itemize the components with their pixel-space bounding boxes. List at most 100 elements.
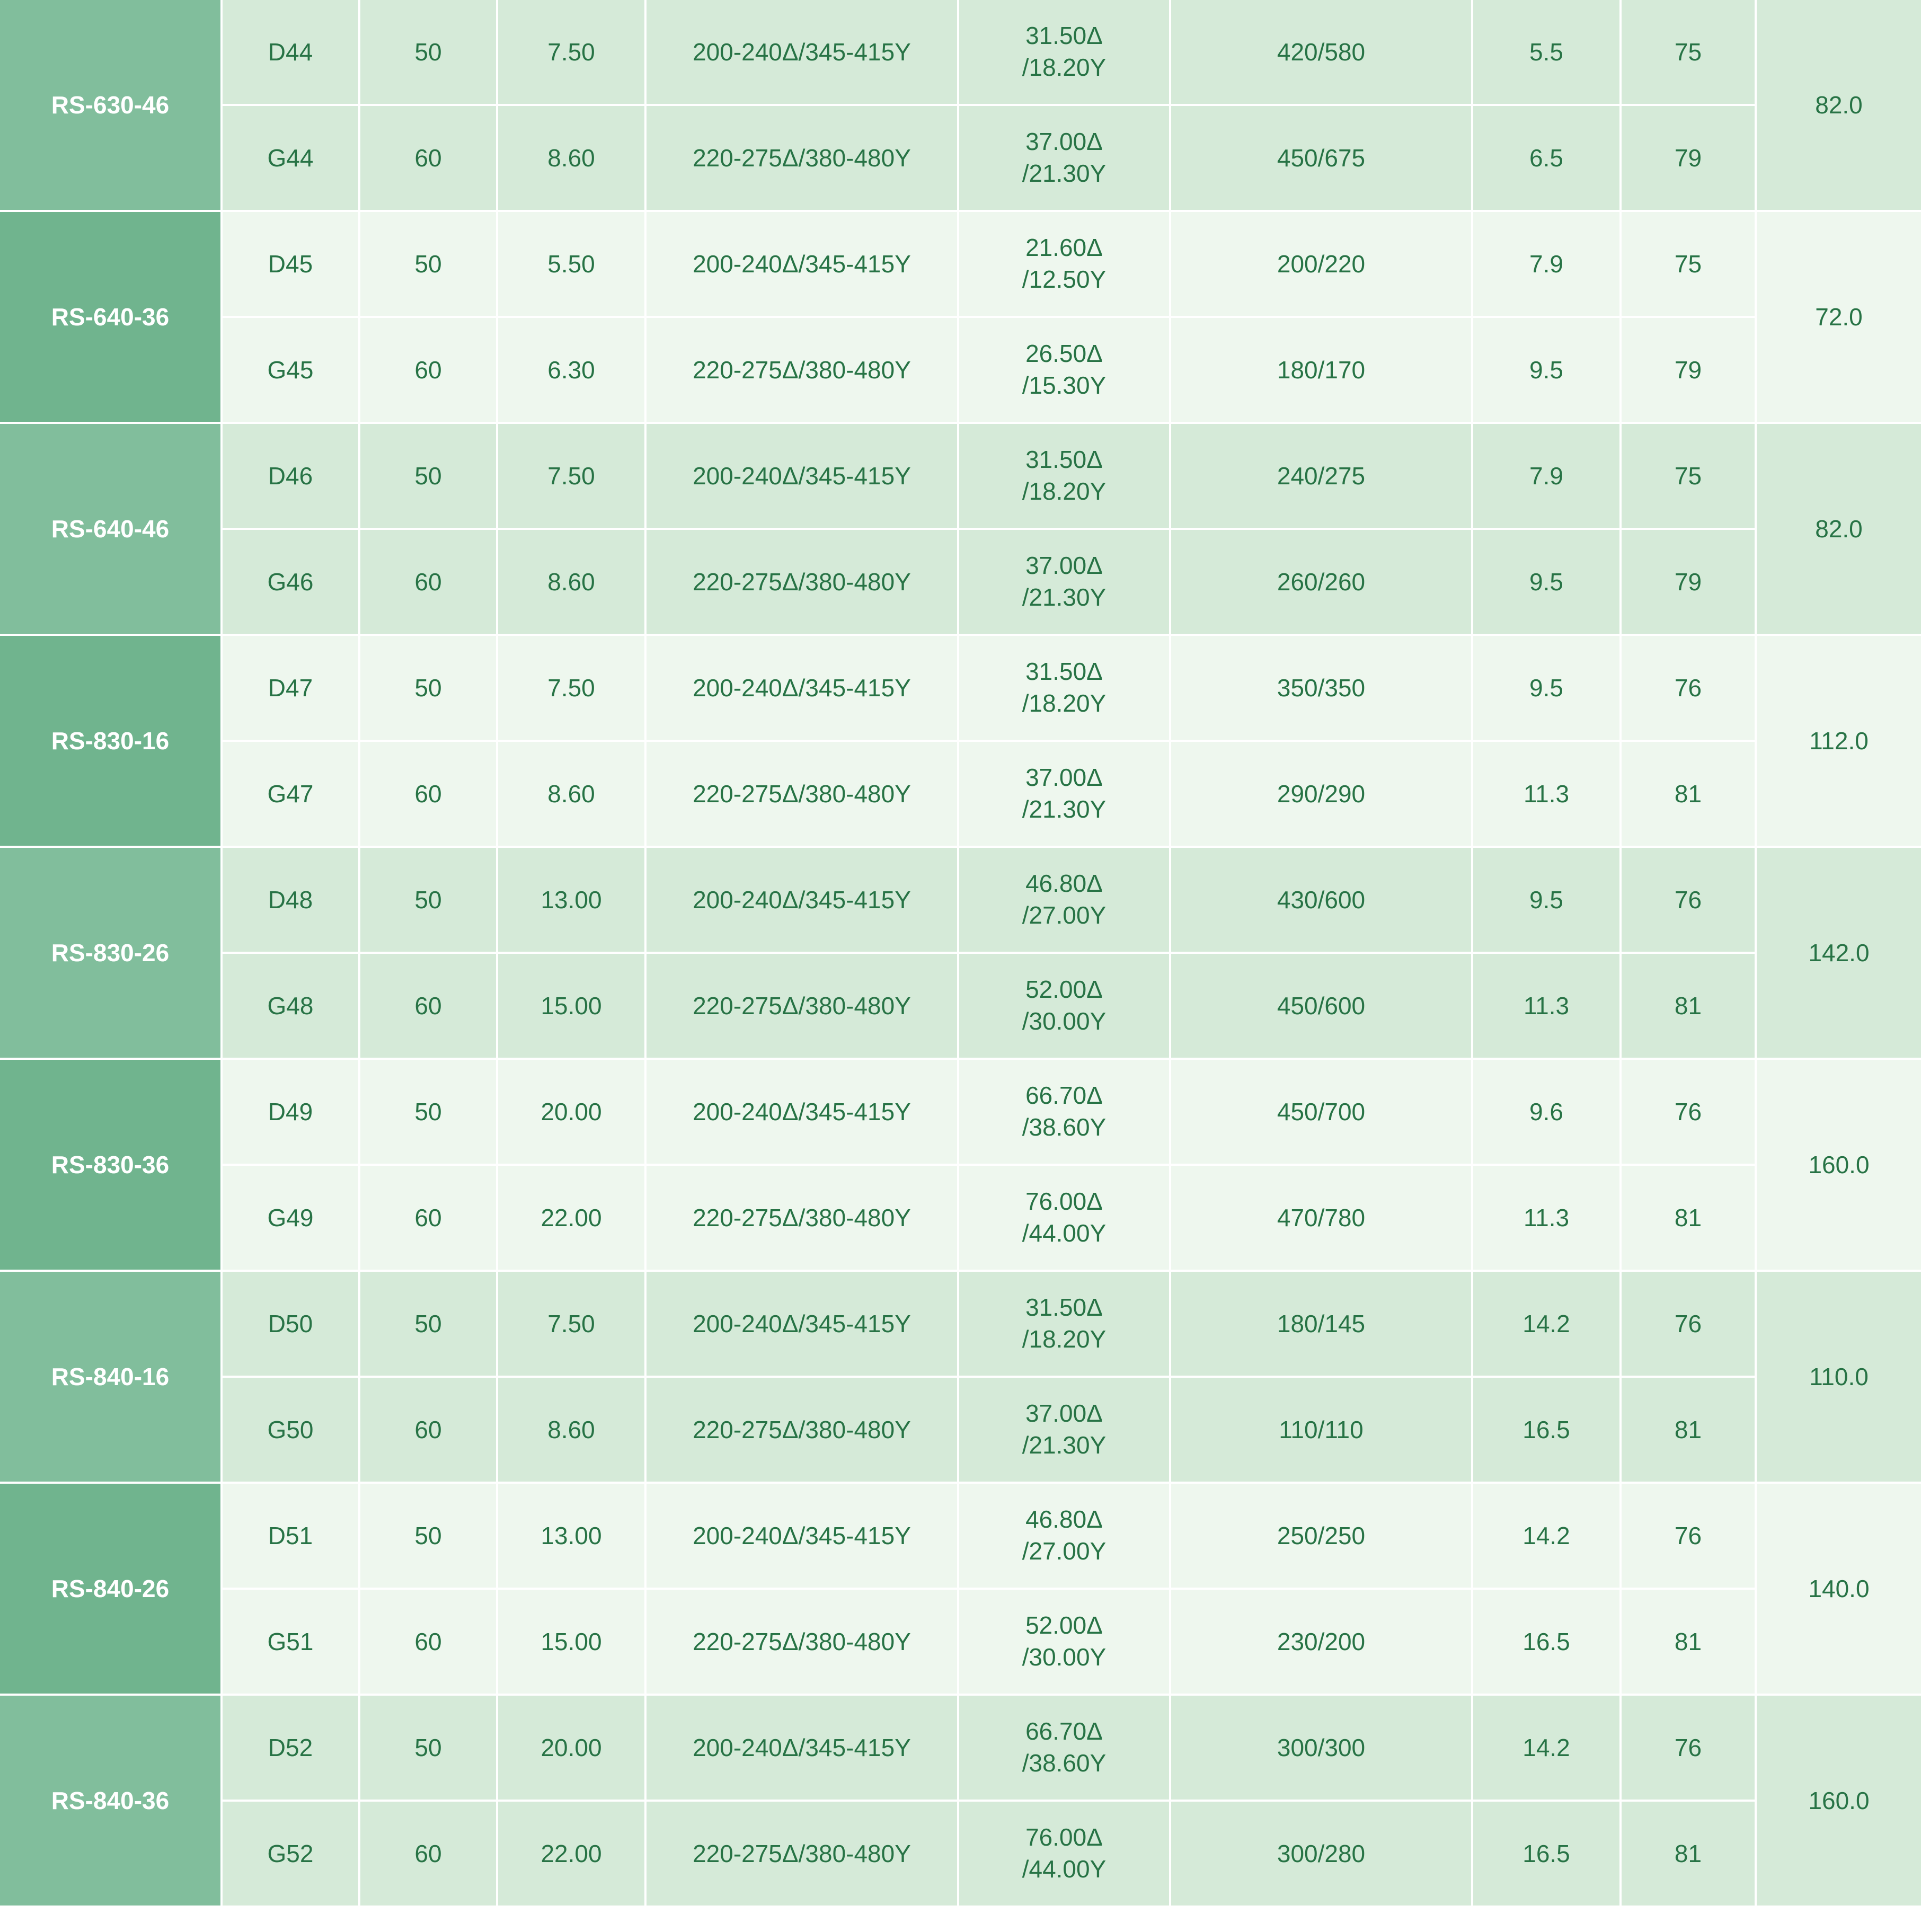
table-cell: D49 [223,1060,360,1166]
table-cell: 13.00 [498,1484,647,1590]
table-cell: 430/600 [1171,848,1473,954]
table-cell: G45 [223,318,360,424]
table-cell: 50 [360,848,498,954]
table-row: D515013.00200-240Δ/345-415Y46.80Δ/27.00Y… [223,1484,1757,1590]
table-cell: 8.60 [498,742,647,848]
table-cell: 60 [360,1166,498,1272]
table-cell: G44 [223,106,360,212]
table-cell: 200-240Δ/345-415Y [647,212,959,318]
rows-wrap: D47507.50200-240Δ/345-415Y31.50Δ/18.20Y3… [223,636,1757,848]
table-cell: 180/170 [1171,318,1473,424]
table-row: D46507.50200-240Δ/345-415Y31.50Δ/18.20Y2… [223,424,1757,530]
table-cell: 220-275Δ/380-480Y [647,742,959,848]
table-cell: 200-240Δ/345-415Y [647,0,959,106]
table-cell: 66.70Δ/38.60Y [959,1696,1171,1802]
model-cell: RS-640-46 [0,424,223,636]
model-cell: RS-840-36 [0,1696,223,1908]
table-cell: 14.2 [1473,1272,1622,1378]
table-cell: 79 [1622,106,1757,212]
table-cell: 9.5 [1473,636,1622,742]
table-cell: 300/300 [1171,1696,1473,1802]
table-cell: 420/580 [1171,0,1473,106]
table-cell: 200-240Δ/345-415Y [647,1272,959,1378]
table-cell: 6.30 [498,318,647,424]
table-cell: 46.80Δ/27.00Y [959,848,1171,954]
table-row: D45505.50200-240Δ/345-415Y21.60Δ/12.50Y2… [223,212,1757,318]
table-cell: 110/110 [1171,1378,1473,1484]
model-cell: RS-830-36 [0,1060,223,1272]
table-cell: 470/780 [1171,1166,1473,1272]
rows-wrap: D525020.00200-240Δ/345-415Y66.70Δ/38.60Y… [223,1696,1757,1908]
table-cell: 7.50 [498,0,647,106]
table-cell: D47 [223,636,360,742]
table-cell: 8.60 [498,1378,647,1484]
table-cell: 60 [360,954,498,1060]
table-cell: 8.60 [498,530,647,636]
table-cell: D46 [223,424,360,530]
table-cell: 50 [360,636,498,742]
table-cell: 60 [360,318,498,424]
rows-wrap: D46507.50200-240Δ/345-415Y31.50Δ/18.20Y2… [223,424,1757,636]
table-cell: 50 [360,424,498,530]
table-cell: D50 [223,1272,360,1378]
table-cell: 37.00Δ/21.30Y [959,742,1171,848]
table-cell: 220-275Δ/380-480Y [647,1802,959,1908]
table-cell: 76 [1622,636,1757,742]
table-row: D44507.50200-240Δ/345-415Y31.50Δ/18.20Y4… [223,0,1757,106]
table-cell: 200-240Δ/345-415Y [647,1696,959,1802]
table-cell: 200/220 [1171,212,1473,318]
table-cell: 50 [360,1272,498,1378]
table-cell: 31.50Δ/18.20Y [959,636,1171,742]
table-cell: 52.00Δ/30.00Y [959,954,1171,1060]
table-cell: 5.5 [1473,0,1622,106]
table-row: D485013.00200-240Δ/345-415Y46.80Δ/27.00Y… [223,848,1757,954]
table-cell: 200-240Δ/345-415Y [647,636,959,742]
model-cell: RS-830-26 [0,848,223,1060]
table-cell: 46.80Δ/27.00Y [959,1484,1171,1590]
table-cell: D44 [223,0,360,106]
table-cell: 81 [1622,742,1757,848]
table-cell: 11.3 [1473,1166,1622,1272]
rows-wrap: D44507.50200-240Δ/345-415Y31.50Δ/18.20Y4… [223,0,1757,212]
table-cell: 14.2 [1473,1484,1622,1590]
table-row: G496022.00220-275Δ/380-480Y76.00Δ/44.00Y… [223,1166,1757,1272]
table-cell: 300/280 [1171,1802,1473,1908]
table-cell: 50 [360,1060,498,1166]
table-cell: 6.5 [1473,106,1622,212]
table-cell: 50 [360,1696,498,1802]
table-cell: 200-240Δ/345-415Y [647,424,959,530]
table-cell: 9.6 [1473,1060,1622,1166]
table-cell: 250/250 [1171,1484,1473,1590]
table-cell: 60 [360,742,498,848]
table-cell: 9.5 [1473,318,1622,424]
table-row: G47608.60220-275Δ/380-480Y37.00Δ/21.30Y2… [223,742,1757,848]
table-cell: 21.60Δ/12.50Y [959,212,1171,318]
table-group: RS-840-16D50507.50200-240Δ/345-415Y31.50… [0,1272,1921,1484]
table-cell: 7.50 [498,424,647,530]
table-cell: 22.00 [498,1802,647,1908]
table-group: RS-630-46D44507.50200-240Δ/345-415Y31.50… [0,0,1921,212]
table-cell: 220-275Δ/380-480Y [647,1166,959,1272]
table-cell: 7.50 [498,1272,647,1378]
table-cell: 76 [1622,1272,1757,1378]
table-cell: G50 [223,1378,360,1484]
summary-cell: 112.0 [1757,636,1921,848]
table-cell: 20.00 [498,1060,647,1166]
table-cell: G47 [223,742,360,848]
model-cell: RS-630-46 [0,0,223,212]
table-row: G50608.60220-275Δ/380-480Y37.00Δ/21.30Y1… [223,1378,1757,1484]
table-cell: 81 [1622,1590,1757,1696]
rows-wrap: D515013.00200-240Δ/345-415Y46.80Δ/27.00Y… [223,1484,1757,1696]
table-cell: 22.00 [498,1166,647,1272]
table-cell: G52 [223,1802,360,1908]
table-cell: D51 [223,1484,360,1590]
table-cell: G48 [223,954,360,1060]
table-cell: 76.00Δ/44.00Y [959,1802,1171,1908]
table-cell: 81 [1622,954,1757,1060]
table-row: D495020.00200-240Δ/345-415Y66.70Δ/38.60Y… [223,1060,1757,1166]
rows-wrap: D485013.00200-240Δ/345-415Y46.80Δ/27.00Y… [223,848,1757,1060]
spec-table: RS-630-46D44507.50200-240Δ/345-415Y31.50… [0,0,1921,1908]
table-cell: 350/350 [1171,636,1473,742]
table-cell: G49 [223,1166,360,1272]
table-cell: 31.50Δ/18.20Y [959,424,1171,530]
